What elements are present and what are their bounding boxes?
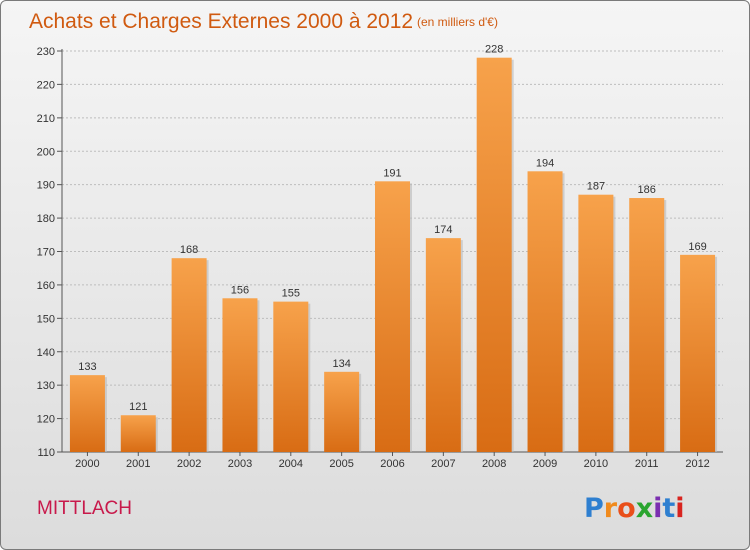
bar-value-label: 169: [688, 241, 706, 253]
y-tick-label: 180: [37, 213, 55, 225]
logo-letter: x: [636, 493, 653, 524]
bar-2006: [375, 181, 410, 452]
y-tick-label: 200: [37, 146, 55, 158]
bar-value-label: 174: [434, 224, 452, 236]
y-tick-label: 190: [37, 180, 55, 192]
bar-2011: [629, 198, 665, 452]
x-tick-label: 2002: [177, 458, 201, 470]
bar-value-label: 134: [332, 358, 350, 370]
bars: 133 121 168 156 155 134 191 174 228 194 187 186 169: [69, 44, 718, 453]
y-tick-label: 120: [37, 414, 55, 426]
y-tick-label: 140: [37, 347, 55, 359]
bar-value-label: 228: [485, 44, 503, 56]
logo-letter: i: [653, 493, 662, 524]
bar-2009: [527, 171, 563, 453]
bar-2005: [324, 371, 360, 452]
y-tick-label: 110: [37, 447, 55, 459]
chart-title: Achats et Charges Externes 2000 à 2012: [29, 10, 413, 33]
logo-letter: t: [662, 493, 675, 524]
bar-value-label: 133: [78, 361, 96, 373]
commune-name: MITTLACH: [37, 498, 132, 519]
logo-letter: i: [675, 493, 684, 524]
bar-2001: [120, 415, 156, 452]
y-tick-label: 170: [37, 247, 55, 259]
logo-letter: o: [617, 493, 636, 524]
x-tick-label: 2000: [75, 458, 99, 470]
bar-value-label: 187: [587, 181, 605, 193]
bar-2012: [680, 254, 716, 452]
bar-value-label: 194: [536, 157, 554, 169]
x-tick-label: 2012: [685, 458, 709, 470]
x-tick-label: 2005: [329, 458, 353, 470]
bar-value-label: 191: [383, 167, 401, 179]
logo-letter: P: [584, 493, 604, 524]
proxiti-logo: Proxiti: [584, 493, 685, 524]
x-tick-label: 2009: [533, 458, 557, 470]
bar-value-label: 186: [638, 184, 656, 196]
bar-value-label: 121: [129, 401, 147, 413]
logo-letter: r: [604, 493, 618, 524]
x-tick-label: 2001: [126, 458, 150, 470]
bar-2004: [273, 301, 309, 452]
bar-2000: [69, 375, 105, 452]
x-tick-label: 2008: [482, 458, 506, 470]
y-tick-label: 220: [37, 79, 55, 91]
bar-value-label: 168: [180, 244, 198, 256]
y-tick-label: 130: [37, 380, 55, 392]
y-tick-label: 150: [37, 313, 55, 325]
x-tick-label: 2010: [584, 458, 608, 470]
x-tick-label: 2007: [431, 458, 455, 470]
x-tick-label: 2004: [279, 458, 303, 470]
y-tick-label: 230: [37, 46, 55, 58]
axes: 110 120 130 140 150 160 170 180 190 200 210 220 230 2…: [37, 46, 723, 470]
y-tick-label: 210: [37, 113, 55, 125]
bar-2002: [171, 258, 207, 452]
bar-2003: [222, 298, 258, 452]
bar-value-label: 155: [282, 288, 300, 300]
y-tick-label: 160: [37, 280, 55, 292]
x-tick-label: 2011: [635, 458, 659, 470]
bar-value-label: 156: [231, 284, 249, 296]
bar-2010: [578, 194, 614, 453]
x-tick-label: 2003: [228, 458, 252, 470]
bar-2007: [425, 238, 461, 452]
x-tick-label: 2006: [380, 458, 404, 470]
bar-2008: [476, 57, 512, 452]
chart-unit: (en milliers d'€): [417, 15, 498, 29]
